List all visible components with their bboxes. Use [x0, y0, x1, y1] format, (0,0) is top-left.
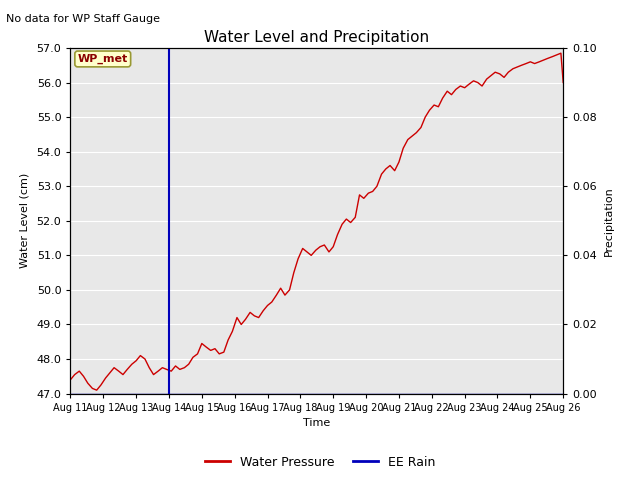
Text: No data for WP Staff Gauge: No data for WP Staff Gauge	[6, 14, 161, 24]
Title: Water Level and Precipitation: Water Level and Precipitation	[204, 30, 429, 46]
Y-axis label: Precipitation: Precipitation	[604, 186, 614, 256]
Y-axis label: Water Level (cm): Water Level (cm)	[20, 173, 29, 268]
X-axis label: Time: Time	[303, 418, 330, 428]
Legend: Water Pressure, EE Rain: Water Pressure, EE Rain	[200, 451, 440, 474]
Text: WP_met: WP_met	[77, 54, 128, 64]
